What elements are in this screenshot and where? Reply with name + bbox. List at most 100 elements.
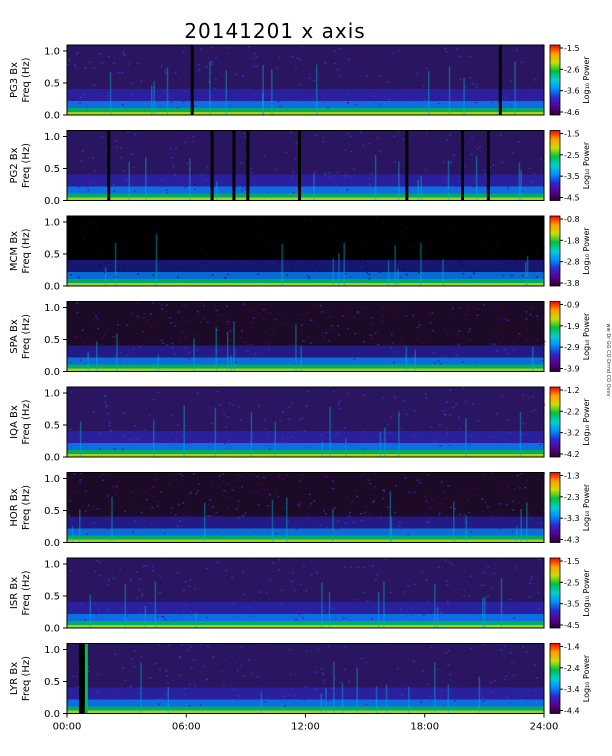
noise-texture <box>67 45 539 109</box>
colorbar-tick-label: -2.3 <box>564 493 580 502</box>
y-axis-label: Freq (Hz) <box>21 656 32 701</box>
burst-streak <box>281 244 283 286</box>
burst-streak <box>300 345 302 372</box>
energy-band <box>67 283 544 286</box>
burst-streak <box>332 509 334 543</box>
burst-streak <box>79 509 81 543</box>
burst-streak <box>526 502 528 543</box>
data-gap <box>405 130 409 201</box>
station-label: MCM Bx <box>9 231 20 271</box>
colorbar <box>549 215 561 287</box>
burst-streak <box>285 497 288 543</box>
burst-streak <box>417 179 419 201</box>
burst-streak <box>215 327 217 372</box>
side-note: ww Dr GG CO Drmd CO Ovvv <box>605 324 611 397</box>
y-tick-label: 0.5 <box>44 421 60 432</box>
panel-pg2: 0.0 0.5 1.0 PG2 Bx Freq (Hz) -1.5 -2.5 -3.5 -4.5… <box>9 130 591 208</box>
colorbar-tick-label: -0.8 <box>564 215 580 224</box>
burst-streak <box>316 64 318 115</box>
panel-lyr: 0.0 0.5 1.0 LYR Bx Freq (Hz) -1.4 -2.4 -3.4 -4.4… <box>9 643 591 721</box>
burst-streak <box>343 242 345 286</box>
y-axis-label: Freq (Hz) <box>21 143 32 188</box>
colorbar <box>549 557 561 629</box>
y-tick-label: 1.0 <box>44 474 60 485</box>
y-tick-label: 0.5 <box>44 506 60 517</box>
burst-streak <box>157 354 160 372</box>
panel-mcm: 0.0 0.5 1.0 MCM Bx Freq (Hz) -0.8 -1.8 -2.8 -3.8… <box>9 215 591 293</box>
station-label: HOR Bx <box>9 488 20 526</box>
colorbar-label: Log₁₀ Power <box>582 141 591 189</box>
panel-isr: 0.0 0.5 1.0 ISR Bx Freq (Hz) -1.5 -2.5 -3.5 -4.5… <box>9 557 591 635</box>
energy-band <box>67 539 544 543</box>
burst-streak <box>389 491 392 543</box>
colorbar-tick-label: -2.5 <box>564 578 580 587</box>
burst-streak <box>79 421 82 457</box>
energy-band <box>67 368 544 372</box>
y-tick-label: 1.0 <box>44 218 60 229</box>
energy-band <box>67 621 544 628</box>
burst-streak <box>442 259 444 286</box>
y-axis-label: Freq (Hz) <box>21 228 32 273</box>
station-label: ISR Bx <box>9 577 20 609</box>
data-gap <box>107 130 111 201</box>
burst-streak <box>374 155 377 201</box>
station-label: SPA Bx <box>9 319 20 354</box>
colorbar-tick-label: -1.4 <box>564 643 580 652</box>
colorbar-label: Log₁₀ Power <box>582 483 591 531</box>
burst-streak <box>475 156 478 201</box>
burst-streak <box>463 77 465 115</box>
burst-streak <box>332 258 335 286</box>
colorbar-tick-label: -2.4 <box>564 664 580 673</box>
noise-texture <box>68 387 546 451</box>
burst-streak <box>325 687 327 714</box>
y-tick-label: 0.0 <box>44 709 60 720</box>
burst-streak <box>385 684 388 714</box>
colorbar-tick-label: -4.4 <box>564 707 580 716</box>
energy-band <box>67 108 544 115</box>
panel-frame <box>66 472 545 543</box>
burst-streak <box>447 684 450 714</box>
energy-band <box>67 454 544 457</box>
noise-texture <box>67 472 545 536</box>
x-tick-label: 24:00 <box>530 722 559 733</box>
burst-streak <box>356 667 358 714</box>
colorbar <box>549 44 561 116</box>
energy-band <box>67 193 544 201</box>
y-tick-label: 0.5 <box>44 335 60 346</box>
energy-band <box>67 112 544 115</box>
data-gap <box>298 130 302 201</box>
colorbar-tick-label: -3.6 <box>564 87 580 96</box>
burst-streak <box>408 686 410 714</box>
burst-streak <box>214 407 217 457</box>
y-tick-label: 1.0 <box>44 560 60 571</box>
burst-streak <box>447 160 450 201</box>
colorbar-tick-label: -2.5 <box>564 151 580 160</box>
burst-streak <box>313 173 315 201</box>
colorbar-label: Log₁₀ Power <box>582 312 591 360</box>
noise-texture <box>71 643 539 707</box>
burst-streak <box>183 405 185 457</box>
burst-streak <box>295 324 297 372</box>
burst-streak <box>114 242 117 286</box>
y-tick-label: 0.0 <box>44 624 60 635</box>
burst-streak <box>230 355 232 372</box>
y-tick-label: 0.0 <box>44 538 60 549</box>
data-gap <box>461 130 465 201</box>
burst-streak <box>526 255 529 286</box>
burst-streak <box>520 170 522 201</box>
energy-band <box>67 450 544 457</box>
data-gap <box>190 45 194 115</box>
burst-streak <box>167 687 170 714</box>
burst-streak <box>500 578 503 628</box>
data-gap <box>232 130 236 201</box>
burst-streak <box>271 499 274 543</box>
y-tick-label: 0.5 <box>44 677 60 688</box>
y-tick-label: 1.0 <box>44 132 60 143</box>
burst-streak <box>321 441 324 457</box>
burst-streak <box>87 351 89 372</box>
colorbar-label: Log₁₀ Power <box>582 56 591 104</box>
colorbar-tick-label: -2.2 <box>564 407 580 416</box>
colorbar-tick-label: -3.8 <box>564 279 580 288</box>
energy-band <box>67 706 544 714</box>
colorbar-tick-label: -1.5 <box>564 130 580 139</box>
